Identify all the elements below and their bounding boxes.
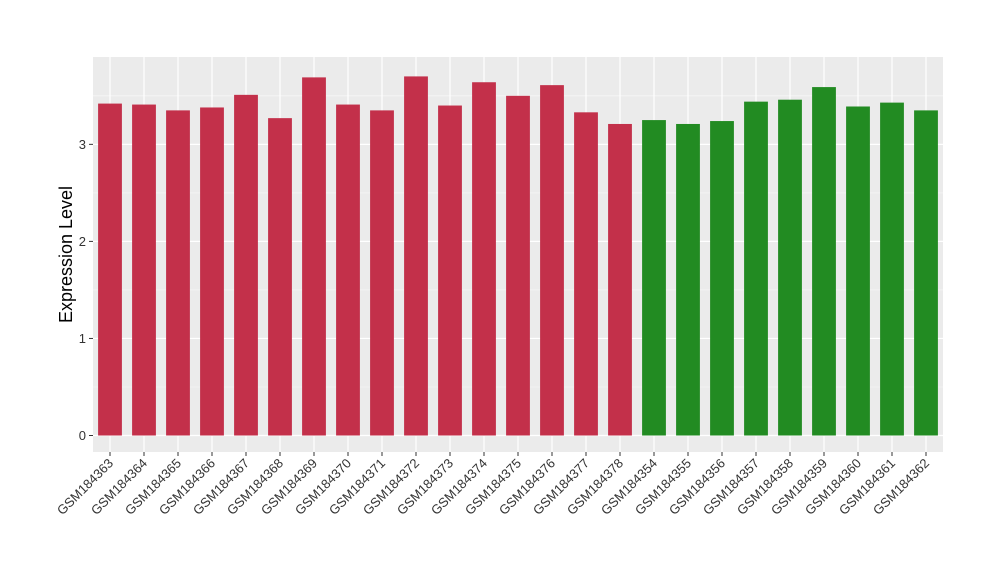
bar-GSM184375	[506, 95, 530, 436]
bars	[98, 76, 938, 436]
bar-GSM184377	[574, 112, 598, 436]
bar-GSM184378	[608, 123, 632, 436]
bar-GSM184366	[200, 107, 224, 436]
bar-GSM184369	[302, 77, 326, 436]
y-axis: 0 1 2 3	[79, 137, 93, 443]
bar-GSM184371	[370, 110, 394, 436]
bar-GSM184356	[710, 121, 734, 436]
bar-GSM184358	[778, 99, 802, 436]
bar-GSM184360	[846, 106, 870, 436]
bar-GSM184367	[234, 94, 258, 436]
bar-GSM184362	[914, 110, 938, 436]
bar-GSM184368	[268, 118, 292, 436]
bar-GSM184359	[812, 87, 836, 436]
bar-GSM184364	[132, 104, 156, 436]
y-axis-title: Expression Level	[56, 186, 76, 323]
bar-GSM184363	[98, 103, 122, 436]
bar-GSM184372	[404, 76, 428, 436]
bar-GSM184373	[438, 105, 462, 436]
y-tick-label: 2	[79, 234, 86, 249]
bar-GSM184376	[540, 85, 564, 436]
y-tick-label: 1	[79, 331, 86, 346]
y-tick-label: 3	[79, 137, 86, 152]
bar-GSM184370	[336, 104, 360, 436]
x-axis: GSM184363GSM184364GSM184365GSM184366GSM1…	[54, 452, 932, 518]
bar-GSM184361	[880, 102, 904, 436]
bar-GSM184357	[744, 101, 768, 436]
y-tick-label: 0	[79, 428, 86, 443]
bar-GSM184374	[472, 82, 496, 436]
bar-GSM184365	[166, 110, 190, 436]
bar-GSM184355	[676, 123, 700, 436]
bar-GSM184354	[642, 120, 666, 436]
